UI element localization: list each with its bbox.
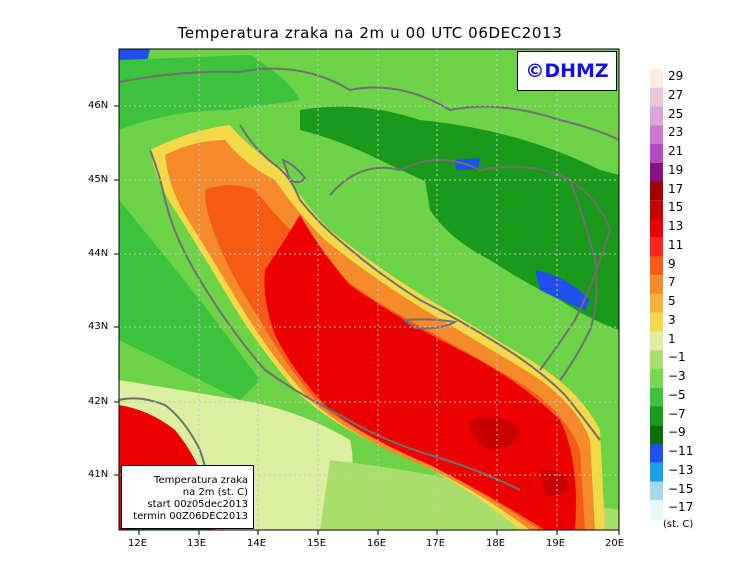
legend-swatch: [650, 125, 663, 144]
legend-label: 15: [668, 200, 684, 215]
legend-label: 11: [668, 237, 684, 252]
legend-label: −9: [668, 425, 686, 440]
y-tick-label: 45N: [88, 174, 109, 185]
legend-swatch: [650, 237, 663, 257]
border-north: [119, 67, 619, 141]
legend-unit: (st. C): [663, 519, 694, 530]
legend-label: 5: [668, 294, 676, 308]
legend-label: −13: [668, 462, 694, 477]
x-tick-label: 12E: [128, 538, 148, 549]
map-frame: [118, 48, 620, 531]
legend-label: 1: [668, 331, 676, 346]
legend-label: 17: [668, 181, 684, 196]
legend-label: 9: [668, 256, 676, 271]
sea-deep-patch-2: [540, 469, 570, 497]
x-tick-label: 20E: [605, 538, 625, 549]
info-line: termin 00Z06DEC2013: [133, 511, 248, 522]
axis-ticks: [114, 105, 620, 535]
legend-label: 19: [668, 162, 684, 177]
sea-core: [264, 215, 576, 530]
legend-swatch: [650, 387, 663, 407]
legend-label: −7: [668, 406, 686, 421]
legend-swatch: [650, 181, 663, 201]
map-title: Temperatura zraka na 2m u 00 UTC 06DEC20…: [177, 24, 563, 42]
info-line: start 00z05dec2013: [147, 499, 248, 510]
legend-swatch: [650, 200, 663, 219]
info-line: na 2m (st. C): [182, 487, 248, 498]
info-line: Temperatura zraka: [154, 475, 248, 486]
legend-label: 29: [668, 69, 684, 83]
y-tick-label: 41N: [88, 469, 109, 480]
legend-swatch: [650, 87, 663, 107]
legend-label: 21: [668, 144, 684, 158]
y-tick-label: 43N: [88, 321, 109, 332]
legend-swatch: [650, 162, 663, 182]
coastline-italy: [149, 149, 521, 491]
x-tick-label: 19E: [546, 538, 566, 549]
legend-swatch: [650, 350, 663, 369]
x-tick-label: 14E: [247, 538, 267, 549]
y-tick-label: 46N: [88, 100, 109, 111]
x-tick-label: 17E: [426, 538, 446, 549]
legend-swatch: [650, 444, 663, 463]
map-grid: [119, 49, 619, 530]
island-krk: [281, 158, 307, 184]
legend-label: 23: [668, 125, 684, 140]
x-tick-label: 16E: [367, 538, 387, 549]
legend-swatch: [650, 369, 663, 388]
mountain-area-north: [300, 106, 619, 321]
legend-label: −15: [668, 481, 694, 496]
legend-label: −11: [668, 444, 694, 458]
legend-swatch: [650, 144, 663, 163]
legend-label: 27: [668, 87, 684, 102]
legend-swatch: [650, 219, 663, 238]
legend-swatch: [650, 106, 663, 126]
legend-swatch: [650, 331, 663, 351]
legend-swatch: [650, 500, 663, 519]
x-tick-label: 18E: [486, 538, 506, 549]
legend-swatch: [650, 69, 663, 88]
cold-area-bosnia: [535, 270, 590, 310]
legend-label: −1: [668, 350, 686, 365]
legend-swatch: [650, 462, 663, 482]
legend-label: −5: [668, 387, 686, 402]
legend-label: 25: [668, 106, 684, 121]
legend-label: −3: [668, 369, 686, 383]
legend-label: −17: [668, 500, 694, 515]
legend-swatch: [650, 275, 663, 294]
coastline-adriatic-east: [239, 124, 601, 441]
y-tick-label: 44N: [88, 248, 109, 259]
legend-color-bar: [650, 69, 663, 519]
legend-swatch: [650, 256, 663, 276]
legend-swatch: [650, 481, 663, 501]
legend-swatch: [650, 425, 663, 444]
legend-label: 13: [668, 219, 684, 233]
x-tick-label: 15E: [307, 538, 327, 549]
legend-label: 7: [668, 275, 676, 290]
legend-swatch: [650, 406, 663, 426]
apennine-highland: [119, 200, 260, 400]
legend-swatch: [650, 312, 663, 332]
legend-label: 3: [668, 312, 676, 327]
island-dalmatia: [402, 318, 459, 330]
info-box: Temperatura zraka na 2m (st. C) start 00…: [121, 465, 254, 529]
y-tick-label: 42N: [88, 396, 109, 407]
border-bosnia-serbia: [559, 179, 598, 381]
mountain-area-west: [119, 55, 300, 130]
sea-deep-patch: [470, 416, 520, 450]
map-field: [119, 49, 619, 530]
legend-swatch: [650, 294, 663, 313]
x-tick-label: 13E: [187, 538, 207, 549]
border-croatia-bosnia: [329, 159, 612, 371]
dhmz-logo: ©DHMZ: [517, 51, 617, 91]
